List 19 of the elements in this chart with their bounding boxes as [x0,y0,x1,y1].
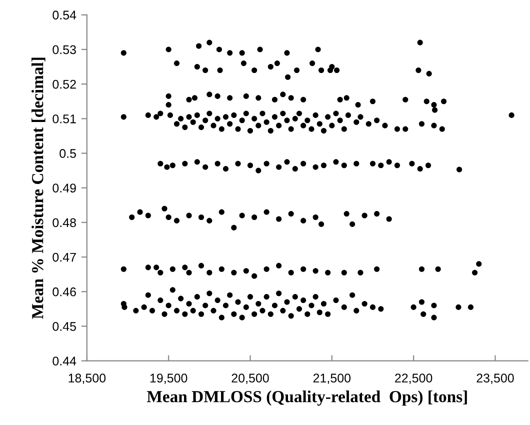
y-tick-label: 0.47 [52,252,76,262]
y-tick-label: 0.49 [52,184,76,192]
x-tick-label: 18,500 [68,374,106,384]
y-tick-label: 0.53 [52,45,76,54]
y-tick-label: 0.46 [52,287,76,296]
y-tick-label: 0.45 [52,322,76,331]
x-tick-label: 22,500 [395,374,432,384]
x-axis-title: Mean DMLOSS (Quality-related Ops) [tons] [146,390,467,406]
y-tick-label: 0.54 [52,10,76,20]
y-tick-label: 0.44 [52,356,76,366]
x-tick-label: 23,500 [476,374,514,384]
x-tick-label: 20,500 [232,374,269,384]
y-tick-label: 0.51 [52,114,76,124]
y-tick-label: 0.48 [52,218,76,228]
y-tick-label: 0.5 [60,149,76,158]
y-tick-label: 0.52 [52,80,76,89]
y-axis-title: Mean % Moisture Content [decimal] [32,58,46,319]
x-tick-label: 21,500 [313,374,351,384]
x-tick-label: 19,500 [150,374,188,384]
